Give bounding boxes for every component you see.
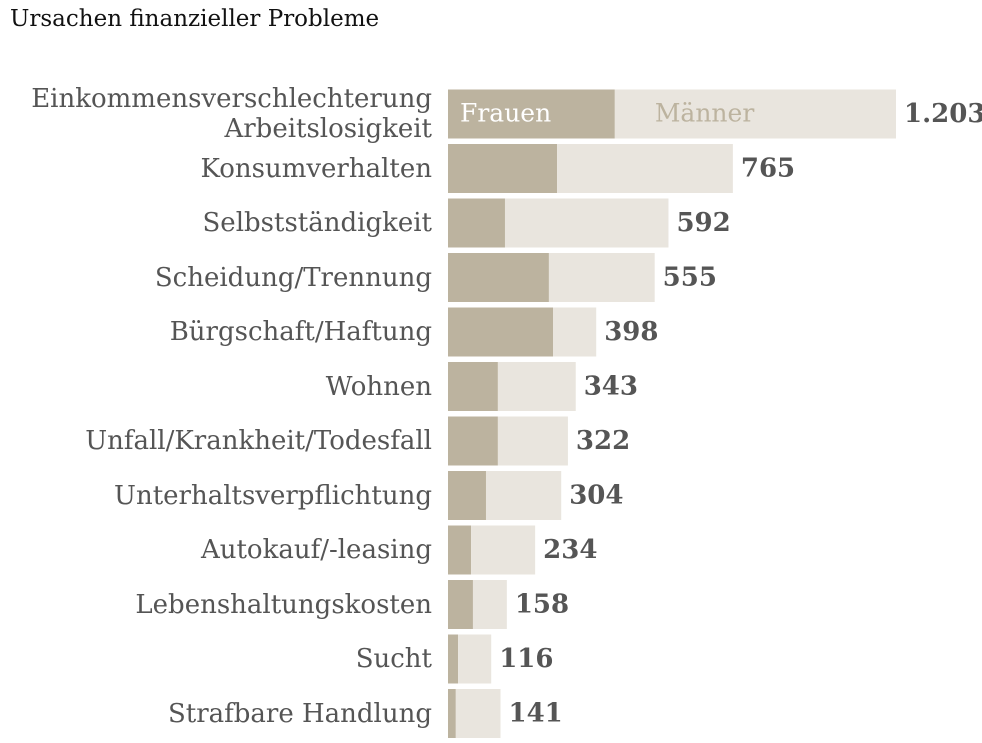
bar-segment [497,362,576,411]
bar-segment [448,362,498,411]
category-label: Selbstständigkeit [202,208,433,238]
bar-segment [448,144,558,193]
category-label: Unfall/Krankheit/Todesfall [85,426,432,456]
bar-segment [614,89,896,139]
chart-title: Ursachen finanzieller Probleme [10,6,380,32]
total-label: 765 [741,154,795,184]
category-label: Bürgschaft/Haftung [169,317,432,347]
total-label: 234 [543,535,597,565]
bar-segment [448,471,486,520]
legend-label: Frauen [460,99,551,128]
total-label: 141 [509,699,563,729]
bar-segment [557,144,733,193]
category-label: Wohnen [325,371,432,402]
bar-segment [448,89,615,139]
total-label: 555 [663,263,717,293]
bar-segment [448,689,456,738]
bar-segment [553,307,597,357]
bar-segment [448,634,459,684]
bar-segment [448,307,554,357]
bar-segment [455,689,501,738]
total-label: 592 [676,208,730,238]
bar-segment [504,198,669,248]
category-label: Scheidung/Trennung [154,262,432,293]
bar-segment [471,525,536,575]
category-label: Konsumverhalten [200,153,432,184]
legend-label: Männer [655,99,755,128]
bar-segment [548,253,655,302]
category-label: Einkommensverschlechterung Arbeitslosigk… [31,84,432,144]
total-label: 322 [576,426,630,456]
category-label: Lebenshaltungskosten [135,589,432,620]
total-label: 304 [569,481,623,511]
bar-segment [485,471,562,520]
category-label: Strafbare Handlung [167,698,432,729]
total-label: 158 [515,590,569,620]
category-label: Autokauf/-leasing [200,535,432,565]
bar-segment [448,525,472,575]
bar-segment [458,634,492,684]
bar-segment [472,580,507,629]
bar-segment [497,416,568,466]
bar-segment [448,198,505,248]
bar-segment [448,580,473,629]
category-label: Sucht [355,644,432,674]
total-label: 1.203 [904,99,982,129]
total-label: 116 [499,644,553,674]
category-label: Unterhaltsverpflichtung [114,480,432,511]
bar-segment [448,253,549,302]
total-label: 398 [604,317,658,347]
bar-segment [448,416,498,466]
total-label: 343 [584,372,638,402]
